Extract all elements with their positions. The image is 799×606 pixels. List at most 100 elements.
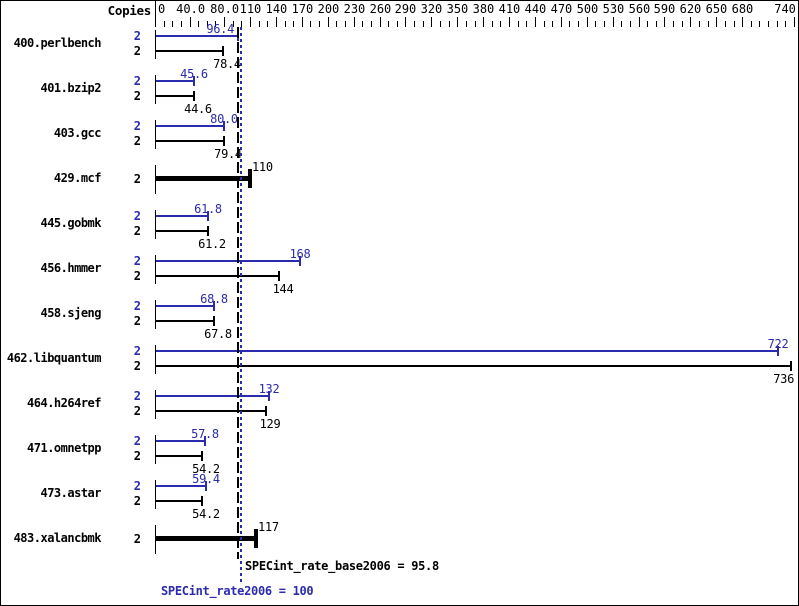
axis-minor-tick [500,21,501,27]
axis-minor-tick [708,21,709,27]
axis-minor-tick [569,21,570,27]
base-value-label: 67.8 [204,327,232,341]
copies-count: 2 [133,389,141,403]
axis-minor-tick [371,21,372,27]
axis-minor-tick [310,21,311,27]
peak-value-label: 45.6 [180,67,208,81]
base-bar-end-cap [201,451,203,461]
axis-minor-tick [397,21,398,27]
axis-tick-label: 470 [550,2,573,16]
copies-count: 2 [133,134,141,148]
axis-minor-tick [423,21,424,27]
base-bar-end-cap [207,226,209,236]
axis-minor-tick [449,21,450,27]
copies-count: 2 [133,119,141,133]
benchmark-label: 429.mcf [53,171,102,185]
axis-major-tick [190,17,191,27]
axis-major-tick [483,17,484,27]
base-value-label: 78.4 [213,57,241,71]
copies-count: 2 [133,494,141,508]
peak-bar-end-cap [268,391,270,401]
axis-minor-tick [440,21,441,27]
axis-tick-label: 110 [239,2,262,16]
bar-baseline [155,435,156,464]
axis-tick-label: 170 [291,2,314,16]
copies-count: 2 [133,404,141,418]
base-value-label: 44.6 [184,102,212,116]
base-value-label: 54.2 [192,462,220,476]
base-bar [156,275,279,277]
peak-value-label: 59.4 [192,472,220,486]
axis-tick-label: 410 [498,2,521,16]
bar-baseline [155,345,156,374]
axis-minor-tick [293,21,294,27]
axis-tick-label: 440 [524,2,547,16]
base-bar-end-cap [222,46,224,56]
axis-major-tick [639,17,640,27]
axis-major-tick [224,17,225,27]
axis-major-tick [535,17,536,27]
axis-minor-tick [345,21,346,27]
benchmark-label: 462.libquantum [6,351,102,365]
base-peak-bar [156,176,250,181]
peak-mean-reference-line [240,27,242,583]
axis-minor-tick [198,21,199,27]
bar-end-cap [254,529,258,548]
peak-bar-end-cap [205,481,207,491]
bar-baseline [155,165,156,194]
axis-minor-tick [578,21,579,27]
axis-minor-tick [518,21,519,27]
peak-bar [156,260,300,262]
axis-minor-tick [595,21,596,27]
axis-minor-tick [759,21,760,27]
base-value-label: 61.2 [198,237,226,251]
copies-count: 2 [133,299,141,313]
peak-bar-end-cap [204,436,206,446]
bar-baseline [155,480,156,509]
axis-tick-label: 140 [265,2,288,16]
benchmark-label: 401.bzip2 [40,81,101,95]
axis-major-tick [561,17,562,27]
axis-major-tick [613,17,614,27]
axis-minor-tick [621,21,622,27]
axis-major-tick [276,17,277,27]
base-bar-end-cap [193,91,195,101]
axis-minor-tick [475,21,476,27]
bar-value-label: 110 [252,160,273,174]
axis-tick-label: 200 [317,2,340,16]
peak-bar-end-cap [777,346,779,356]
peak-value-label: 168 [289,247,311,261]
axis-minor-tick [725,21,726,27]
axis-tick-label: 620 [679,2,702,16]
base-value-label: 129 [259,417,281,431]
copies-count: 2 [133,449,141,463]
axis-minor-tick [751,21,752,27]
axis-tick-label: 290 [394,2,417,16]
base-bar [156,140,224,142]
axis-minor-tick [233,21,234,27]
axis-tick-label: 590 [653,2,676,16]
bar-baseline [155,75,156,104]
bar-baseline [155,390,156,419]
axis-minor-tick [388,21,389,27]
axis-tick-label: 350 [446,2,469,16]
peak-bar [156,125,224,127]
peak-value-label: 132 [258,382,280,396]
axis-minor-tick [492,21,493,27]
peak-bar-end-cap [193,76,195,86]
bar-baseline [155,255,156,284]
base-bar [156,95,194,97]
benchmark-label: 464.h264ref [27,396,101,410]
axis-tick-label: 230 [343,2,366,16]
benchmark-label: 456.hmmer [40,261,101,275]
axis-origin-line [155,1,156,27]
peak-bar [156,35,238,37]
axis-major-tick [664,17,665,27]
copies-count: 2 [133,89,141,103]
peak-value-label: 722 [767,337,789,351]
benchmark-label: 471.omnetpp [27,441,101,455]
axis-minor-tick [215,21,216,27]
axis-minor-tick [604,21,605,27]
axis-minor-tick [259,21,260,27]
